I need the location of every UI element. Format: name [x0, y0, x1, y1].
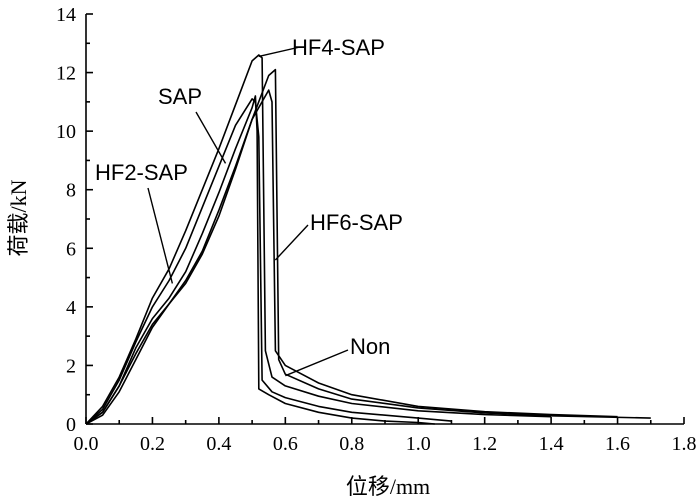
series-label-non: Non	[350, 334, 390, 359]
x-tick-label: 1.8	[672, 433, 697, 455]
x-axis-label: 位移/mm	[346, 474, 430, 499]
series-line-hf6-sap	[85, 68, 651, 425]
leader-line	[195, 111, 227, 164]
x-tick-label: 1.2	[472, 433, 497, 455]
curves	[85, 54, 651, 425]
leader-line	[147, 187, 174, 284]
series-labels: HF4-SAP SAP HF2-SAP HF6-SAP Non	[95, 35, 403, 377]
series-line-sap	[85, 98, 452, 425]
series-label-hf4-sap: HF4-SAP	[292, 35, 385, 60]
x-tick-label: 0.0	[74, 433, 99, 455]
series-line-hf4-sap	[85, 54, 552, 425]
y-tick-label: 12	[56, 63, 76, 85]
x-tick-label: 0.8	[339, 433, 364, 455]
y-tick-label: 2	[66, 355, 76, 377]
series-label-hf2-sap: HF2-SAP	[95, 160, 188, 185]
y-tick-label: 6	[66, 238, 76, 260]
leader-line	[285, 349, 349, 377]
series-label-sap: SAP	[158, 84, 202, 109]
y-tick-label: 8	[66, 180, 76, 202]
series-line-hf2-sap	[85, 95, 435, 425]
y-tick-label: 14	[56, 4, 76, 26]
series-line-non	[85, 89, 618, 425]
y-tick-label: 10	[56, 121, 76, 143]
x-tick-label: 0.2	[140, 433, 165, 455]
leader-line	[274, 224, 309, 261]
x-tick-label: 1.6	[605, 433, 630, 455]
x-tick-label: 1.4	[539, 433, 564, 455]
x-tick-label: 0.4	[206, 433, 231, 455]
x-tick-label: 1.0	[406, 433, 431, 455]
leader-line	[258, 46, 301, 58]
axes: 0.0 0.2 0.4 0.6 0.8 1.0 1.2 1.4 1.6 1.8 0 2 4 6 8 10 12 1…	[56, 4, 697, 455]
y-tick-label: 0	[66, 414, 76, 436]
x-tick-label: 0.6	[273, 433, 298, 455]
y-axis-label: 荷载/kN	[6, 179, 31, 256]
series-label-hf6-sap: HF6-SAP	[310, 210, 403, 235]
y-tick-label: 4	[66, 297, 76, 319]
